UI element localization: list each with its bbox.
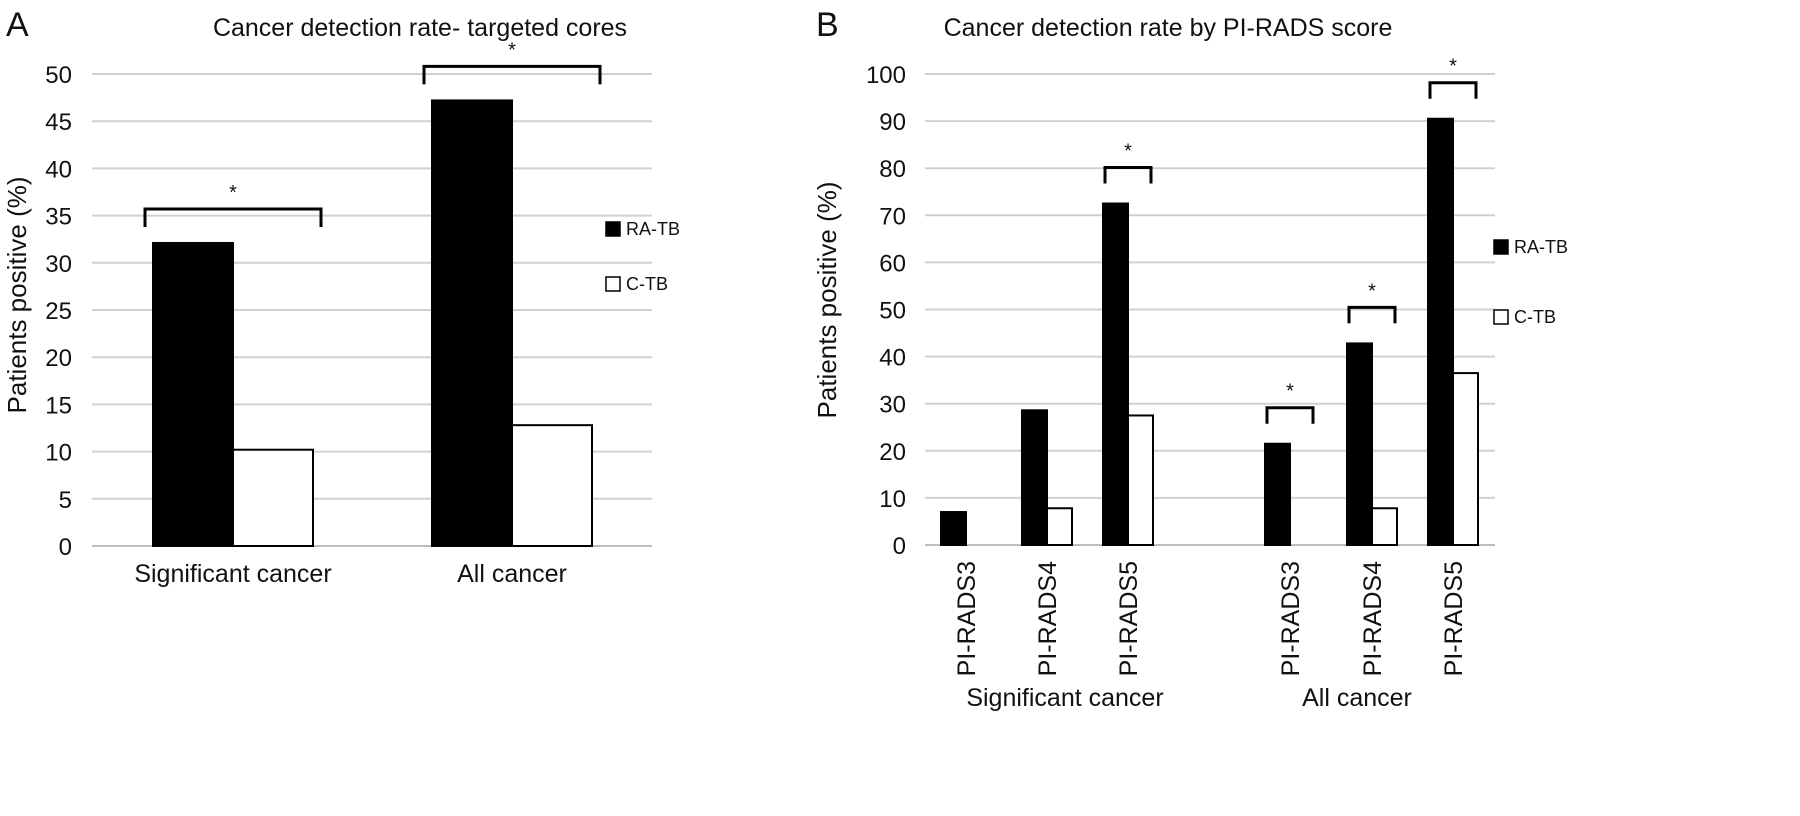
legend-label-c-tb: C-TB [626,274,668,294]
significance-marker: * [229,182,237,204]
panel-b: B Cancer detection rate by PI-RADS score… [812,6,1568,712]
significance-marker: * [1449,56,1457,78]
panel-b-group-label-all: All cancer [1302,684,1412,712]
y-tick-label: 40 [45,156,72,183]
y-tick-label: 15 [45,392,72,419]
panel-b-gridlines [925,73,1495,546]
x-tick-label: Significant cancer [134,560,331,588]
bar-ra-tb [1264,442,1291,546]
panel-b-group-label-significant: Significant cancer [966,684,1163,712]
panel-a: A Cancer detection rate- targeted cores … [2,6,680,588]
y-tick-label: 40 [879,345,906,372]
panel-b-letter: B [816,6,839,44]
x-tick-label: PI-RADS4 [1359,561,1387,676]
bar-c-tb [511,424,593,547]
significance-marker: * [1124,141,1132,163]
bar-ra-tb [152,241,234,547]
panel-b-title: Cancer detection rate by PI-RADS score [944,14,1393,42]
legend-label-ra-tb: RA-TB [626,219,680,239]
significance-marker: * [1368,280,1376,302]
y-tick-label: 60 [879,250,906,277]
significance-marker: * [1286,381,1294,403]
bar-c-tb [1452,372,1479,546]
y-tick-label: 80 [879,156,906,183]
y-tick-label: 30 [879,392,906,419]
legend-label-c-tb: C-TB [1514,307,1556,327]
bar-ra-tb [1102,202,1129,546]
significance-bracket [1265,406,1315,424]
y-tick-label: 0 [59,534,72,561]
panel-a-letter: A [6,6,29,44]
panel-b-significance-brackets: * * * * [1103,56,1478,424]
bar-ra-tb [431,99,513,547]
y-tick-label: 10 [45,440,72,467]
legend-swatch-ra-tb [605,221,621,237]
y-tick-label: 20 [45,345,72,372]
significance-bracket [1347,305,1397,324]
y-tick-label: 100 [866,62,906,89]
y-tick-label: 5 [59,487,72,514]
legend-label-ra-tb: RA-TB [1514,237,1568,257]
significance-bracket [1103,166,1153,184]
panel-a-bars [152,99,593,548]
x-tick-label: PI-RADS5 [1115,561,1143,676]
panel-a-category-labels: Significant cancer All cancer [134,560,567,588]
bar-ra-tb [1021,409,1048,546]
bar-c-tb [232,448,314,548]
y-tick-label: 20 [879,439,906,466]
panel-a-title: Cancer detection rate- targeted cores [213,14,627,42]
bar-c-tb [1046,507,1073,546]
bar-c-tb [1127,414,1154,546]
panel-b-legend: RA-TB C-TB [1493,237,1568,327]
panel-b-y-tick-labels: 0 10 20 30 40 50 60 70 80 90 100 [866,62,906,560]
panel-b-category-labels: PI-RADS3 PI-RADS4 PI-RADS5 PI-RADS3 PI-RADS4… [953,561,1468,676]
panel-a-significance-brackets: ** [143,39,602,227]
bar-c-tb [1371,507,1398,546]
x-tick-label: PI-RADS3 [1277,561,1305,676]
x-tick-label: PI-RADS5 [1440,561,1468,676]
bar-ra-tb [1427,117,1454,547]
panel-b-bars [940,117,1479,547]
y-tick-label: 50 [45,62,72,89]
y-tick-label: 45 [45,109,72,136]
significance-bracket [1428,81,1478,99]
panel-b-y-axis-label: Patients positive (%) [812,182,842,419]
legend-swatch-c-tb [1493,309,1509,325]
panel-a-legend: RA-TB C-TB [605,219,680,294]
bar-ra-tb [940,511,967,547]
bar-ra-tb [1346,342,1373,546]
y-tick-label: 35 [45,204,72,231]
y-tick-label: 0 [893,533,906,560]
y-tick-label: 30 [45,251,72,278]
significance-bracket [422,64,602,85]
y-tick-label: 25 [45,298,72,325]
panel-a-y-axis-label: Patients positive (%) [2,177,32,414]
significance-marker: * [508,39,516,61]
legend-swatch-ra-tb [1493,239,1509,255]
significance-bracket [143,207,323,227]
y-tick-label: 50 [879,298,906,325]
x-tick-label: PI-RADS3 [953,561,981,676]
y-tick-label: 70 [879,203,906,230]
x-tick-label: PI-RADS4 [1034,561,1062,676]
x-tick-label: All cancer [457,560,567,588]
y-tick-label: 90 [879,109,906,136]
panel-a-y-tick-labels: 0 5 10 15 20 25 30 35 40 45 50 [45,62,72,561]
y-tick-label: 10 [879,486,906,513]
legend-swatch-c-tb [605,276,621,292]
